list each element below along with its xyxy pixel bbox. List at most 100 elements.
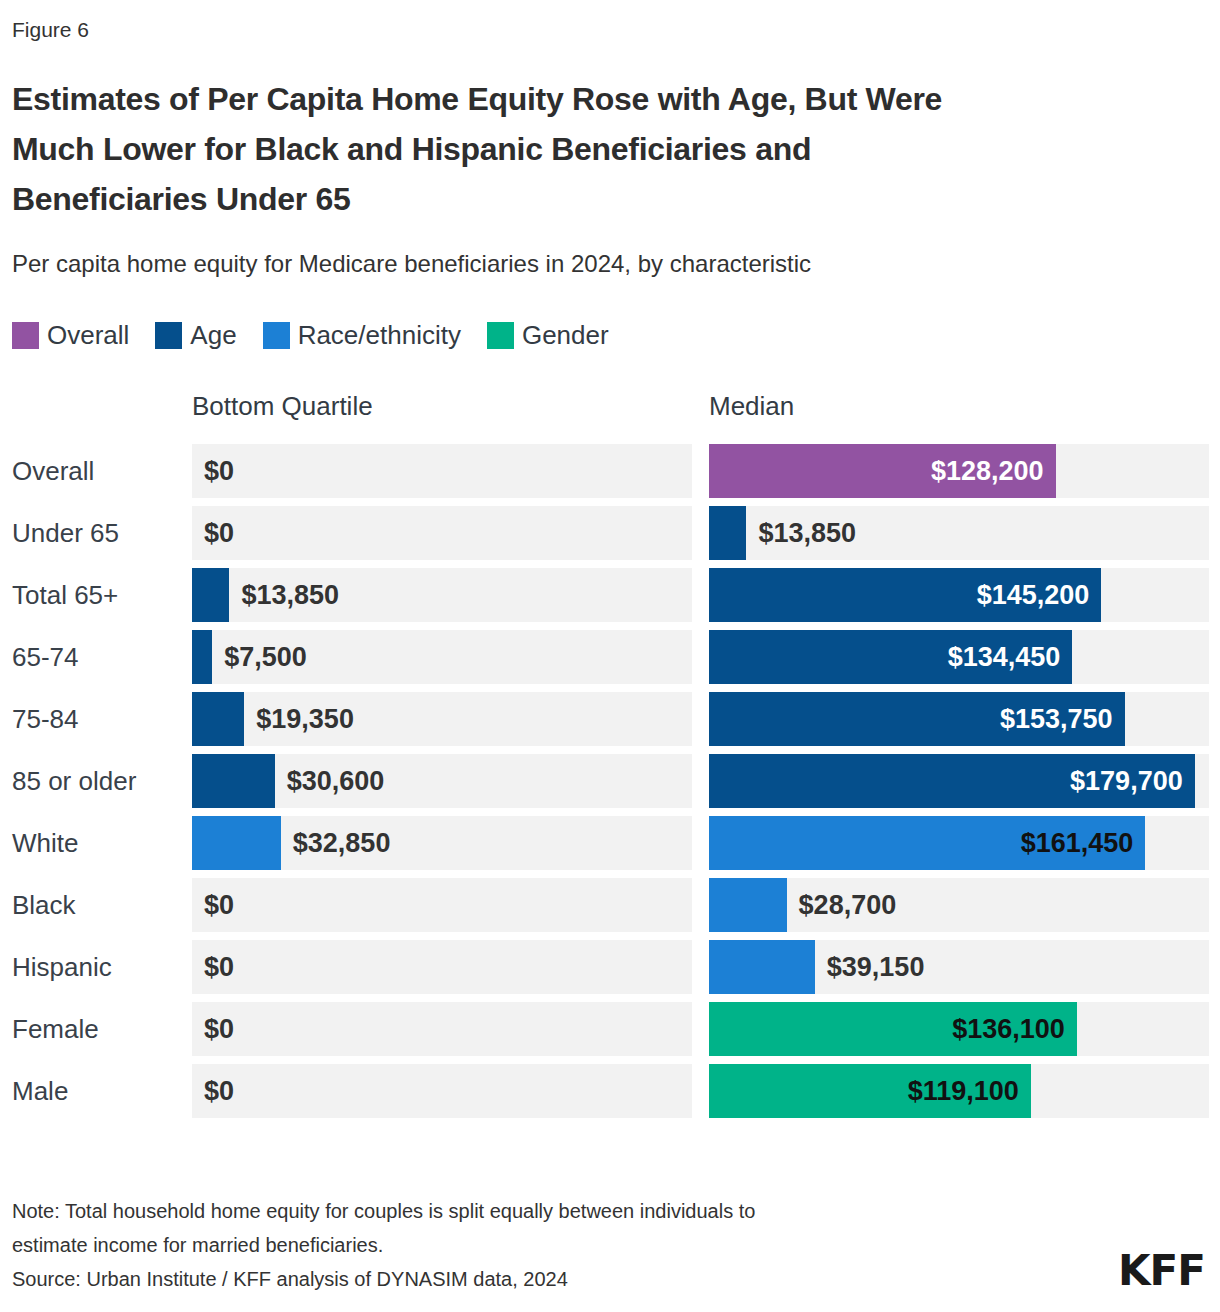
legend-item-age: Age xyxy=(155,320,236,351)
median-track: $136,100 xyxy=(709,1002,1209,1056)
figure-page: Figure 6 Estimates of Per Capita Home Eq… xyxy=(0,0,1220,1312)
bottom-quartile-bar xyxy=(192,692,244,746)
median-bar xyxy=(709,878,787,932)
legend-label: Overall xyxy=(47,320,129,351)
bottom-quartile-track: $0 xyxy=(192,878,692,932)
value-label: $39,150 xyxy=(827,940,925,994)
bottom-quartile-track: $0 xyxy=(192,940,692,994)
median-track: $134,450 xyxy=(709,630,1209,684)
column-gap xyxy=(692,878,709,932)
median-track: $128,200 xyxy=(709,444,1209,498)
median-bar: $136,100 xyxy=(709,1002,1077,1056)
median-track: $28,700 xyxy=(709,878,1209,932)
category-label: Male xyxy=(12,1064,192,1118)
legend-swatch-race xyxy=(263,322,290,349)
column-gap xyxy=(692,816,709,870)
median-track: $179,700 xyxy=(709,754,1209,808)
column-gap xyxy=(692,444,709,498)
median-track: $39,150 xyxy=(709,940,1209,994)
bottom-quartile-bar xyxy=(192,630,212,684)
median-bar: $179,700 xyxy=(709,754,1195,808)
legend-swatch-overall xyxy=(12,322,39,349)
bottom-quartile-track: $0 xyxy=(192,444,692,498)
legend-label: Gender xyxy=(522,320,609,351)
value-label: $13,850 xyxy=(241,568,339,622)
value-label: $145,200 xyxy=(977,580,1102,611)
category-label: 65-74 xyxy=(12,630,192,684)
legend-item-overall: Overall xyxy=(12,320,129,351)
median-track: $119,100 xyxy=(709,1064,1209,1118)
bottom-quartile-bar xyxy=(192,754,275,808)
column-header-median: Median xyxy=(709,391,1209,422)
legend-swatch-gender xyxy=(487,322,514,349)
column-gap xyxy=(692,630,709,684)
value-label: $136,100 xyxy=(952,1014,1077,1045)
median-track: $153,750 xyxy=(709,692,1209,746)
value-label: $7,500 xyxy=(224,630,307,684)
bottom-quartile-track: $7,500 xyxy=(192,630,692,684)
median-track: $13,850 xyxy=(709,506,1209,560)
value-label: $0 xyxy=(204,444,234,498)
value-label: $13,850 xyxy=(758,506,856,560)
value-label: $32,850 xyxy=(293,816,391,870)
bottom-quartile-track: $30,600 xyxy=(192,754,692,808)
value-label: $0 xyxy=(204,1002,234,1056)
bottom-quartile-track: $0 xyxy=(192,506,692,560)
column-gap xyxy=(692,692,709,746)
value-label: $19,350 xyxy=(256,692,354,746)
legend: Overall Age Race/ethnicity Gender xyxy=(12,320,1209,351)
category-label: Black xyxy=(12,878,192,932)
value-label: $0 xyxy=(204,878,234,932)
column-headers: Bottom Quartile Median xyxy=(12,391,1209,422)
note-line: Note: Total household home equity for co… xyxy=(12,1194,1209,1228)
chart-subtitle: Per capita home equity for Medicare bene… xyxy=(12,250,1209,278)
column-gap xyxy=(692,940,709,994)
legend-label: Race/ethnicity xyxy=(298,320,461,351)
column-gap xyxy=(692,568,709,622)
bottom-quartile-track: $13,850 xyxy=(192,568,692,622)
chart-title-line: Estimates of Per Capita Home Equity Rose… xyxy=(12,74,1209,124)
column-gap xyxy=(692,1002,709,1056)
chart-title-line: Beneficiaries Under 65 xyxy=(12,174,1209,224)
median-track: $145,200 xyxy=(709,568,1209,622)
category-label: Female xyxy=(12,1002,192,1056)
legend-label: Age xyxy=(190,320,236,351)
kff-logo: KFF xyxy=(1118,1246,1205,1295)
median-bar xyxy=(709,506,746,560)
column-gap xyxy=(692,754,709,808)
bar-chart: Overall$0$128,200Under 65$0$13,850Total … xyxy=(12,444,1209,1118)
legend-item-gender: Gender xyxy=(487,320,609,351)
value-label: $161,450 xyxy=(1021,828,1146,859)
category-label: Total 65+ xyxy=(12,568,192,622)
legend-item-race: Race/ethnicity xyxy=(263,320,461,351)
category-label: Under 65 xyxy=(12,506,192,560)
value-label: $134,450 xyxy=(948,642,1073,673)
value-label: $119,100 xyxy=(908,1076,1031,1107)
chart-title-line: Much Lower for Black and Hispanic Benefi… xyxy=(12,124,1209,174)
median-bar: $145,200 xyxy=(709,568,1101,622)
bottom-quartile-track: $0 xyxy=(192,1064,692,1118)
source-text: Source: Urban Institute / KFF analysis o… xyxy=(12,1268,1209,1291)
column-gap xyxy=(692,1064,709,1118)
bottom-quartile-track: $32,850 xyxy=(192,816,692,870)
value-label: $30,600 xyxy=(287,754,385,808)
category-label: Overall xyxy=(12,444,192,498)
value-label: $0 xyxy=(204,506,234,560)
category-label: 75-84 xyxy=(12,692,192,746)
column-gap xyxy=(692,506,709,560)
bottom-quartile-bar xyxy=(192,568,229,622)
note-line: estimate income for married beneficiarie… xyxy=(12,1228,1209,1262)
median-bar: $134,450 xyxy=(709,630,1072,684)
value-label: $0 xyxy=(204,1064,234,1118)
value-label: $0 xyxy=(204,940,234,994)
median-bar: $128,200 xyxy=(709,444,1056,498)
value-label: $28,700 xyxy=(799,878,897,932)
median-bar: $153,750 xyxy=(709,692,1125,746)
legend-swatch-age xyxy=(155,322,182,349)
category-label: 85 or older xyxy=(12,754,192,808)
bottom-quartile-bar xyxy=(192,816,281,870)
value-label: $128,200 xyxy=(931,456,1056,487)
median-bar: $161,450 xyxy=(709,816,1145,870)
bottom-quartile-track: $19,350 xyxy=(192,692,692,746)
bottom-quartile-track: $0 xyxy=(192,1002,692,1056)
